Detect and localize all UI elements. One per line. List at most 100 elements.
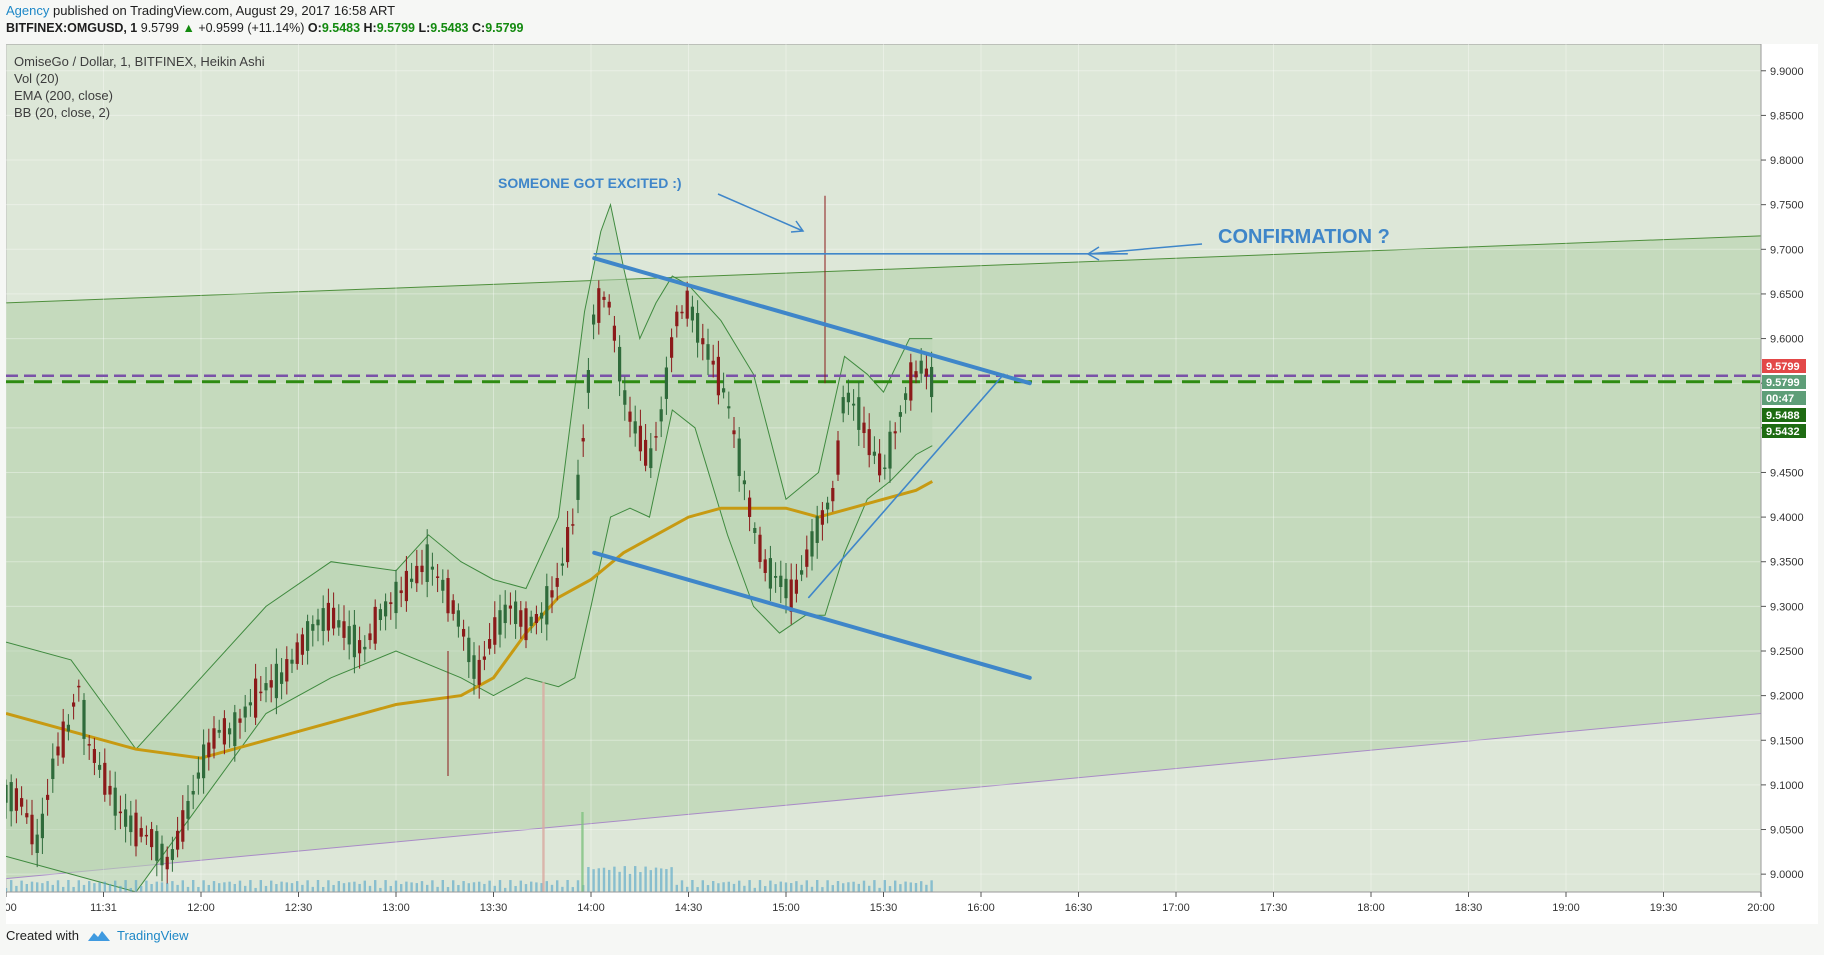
candle-body	[254, 678, 258, 718]
volume-bar	[280, 881, 283, 892]
candle-body	[217, 729, 221, 733]
candle-body	[441, 579, 445, 591]
annotation-excited: SOMEONE GOT EXCITED :)	[498, 175, 682, 191]
price-tag-bg	[1762, 391, 1806, 405]
trend-line-rising-support	[807, 373, 1005, 599]
volume-bar	[519, 880, 522, 892]
candle-body	[524, 608, 528, 641]
tradingview-link[interactable]: TradingView	[87, 928, 189, 943]
volume-bar	[665, 869, 668, 892]
volume-bar	[587, 867, 590, 892]
volume-bar	[218, 883, 221, 892]
candle-body	[363, 646, 367, 650]
y-tick-label: 9.6000	[1770, 334, 1804, 346]
candle-body	[378, 609, 382, 621]
author-link[interactable]: Agency	[6, 3, 50, 18]
x-tick-label: 15:00	[772, 902, 800, 914]
volume-bar	[566, 880, 569, 892]
ohlc-line: BITFINEX:OMGUSD, 1 9.5799 ▲ +0.9599 (+11…	[6, 21, 523, 35]
candle-body	[789, 579, 793, 612]
volume-bar	[379, 887, 382, 892]
candle-body	[108, 785, 112, 795]
candle-body	[6, 784, 8, 803]
volume-bar	[93, 883, 96, 892]
candle-body	[633, 421, 637, 434]
volume-bar	[644, 866, 647, 892]
candle-body	[800, 570, 804, 575]
volume-bar	[342, 883, 346, 892]
candle-body	[836, 440, 840, 475]
candle-body	[124, 809, 128, 827]
volume-bar	[613, 866, 616, 892]
candle-body	[451, 600, 455, 614]
volume-bar	[108, 883, 112, 892]
up-arrow-icon: ▲	[182, 21, 195, 35]
candle-body	[503, 604, 507, 624]
candle-body	[748, 497, 752, 517]
volume-bar	[15, 885, 18, 892]
volume-bar	[223, 882, 226, 892]
candle-body	[295, 642, 299, 664]
open-value: 9.5483	[321, 21, 361, 35]
candle-body	[404, 570, 408, 602]
volume-bar	[909, 882, 912, 892]
candle-body	[930, 366, 934, 398]
candle-body	[753, 527, 757, 533]
price-tag-label: 9.5799	[1766, 377, 1800, 389]
volume-bar	[826, 880, 829, 892]
candle-body	[207, 742, 211, 758]
time-axis-bg	[6, 892, 1818, 924]
candle-body	[456, 610, 460, 627]
arrow-excited	[717, 193, 804, 232]
candle-body	[883, 467, 887, 470]
candle-body	[628, 411, 632, 422]
price-tag-bg	[1762, 359, 1806, 373]
volume-bar	[540, 883, 543, 892]
y-tick-label: 9.8000	[1770, 155, 1804, 167]
volume-bar	[327, 880, 330, 892]
candle-body	[779, 575, 783, 588]
candle-body	[867, 429, 871, 456]
volume-bar	[784, 882, 788, 892]
candle-body	[924, 368, 928, 377]
volume-bar	[394, 880, 398, 892]
volume-bar	[561, 886, 564, 892]
price-chart[interactable]: SOMEONE GOT EXCITED :) CONFIRMATION ? 9.90…	[6, 44, 1818, 924]
volume-bar	[623, 866, 626, 892]
candle-body	[904, 393, 908, 400]
volume-bar	[67, 880, 70, 892]
volume-bar	[441, 880, 444, 892]
candle-body	[347, 626, 351, 645]
candle-body	[228, 728, 232, 735]
volume-bar	[103, 881, 106, 892]
y-tick-label: 9.3500	[1770, 557, 1804, 569]
annotation-confirmation: CONFIRMATION ?	[1218, 226, 1390, 248]
volume-bar	[550, 884, 554, 892]
volume-bar	[842, 883, 845, 892]
volume-bar	[51, 884, 54, 892]
bb-lower-line	[6, 409, 933, 893]
volume-bar	[810, 886, 814, 892]
change-value: +0.9599 (+11.14%)	[198, 21, 305, 35]
candle-body	[732, 430, 736, 435]
volume-bar	[732, 883, 736, 892]
price-tag-bg	[1762, 408, 1806, 422]
candle-body	[280, 672, 284, 684]
candle-body	[394, 581, 398, 614]
candle-body	[9, 782, 13, 812]
tradingview-brand: TradingView	[116, 928, 189, 943]
candle-body	[514, 601, 518, 625]
y-tick-label: 9.6500	[1770, 289, 1804, 301]
volume-bar	[706, 885, 710, 892]
volume-bar	[675, 884, 678, 892]
volume-bar	[452, 880, 455, 892]
volume-bar	[821, 887, 824, 892]
candle-body	[607, 301, 611, 308]
price-tag-label: 9.5432	[1766, 426, 1800, 438]
volume-bar	[592, 869, 595, 892]
volume-bar	[264, 885, 268, 892]
candle-body	[586, 369, 590, 393]
candle-body	[670, 337, 674, 358]
high-label: H:	[363, 21, 377, 35]
volume-bar	[686, 886, 689, 892]
